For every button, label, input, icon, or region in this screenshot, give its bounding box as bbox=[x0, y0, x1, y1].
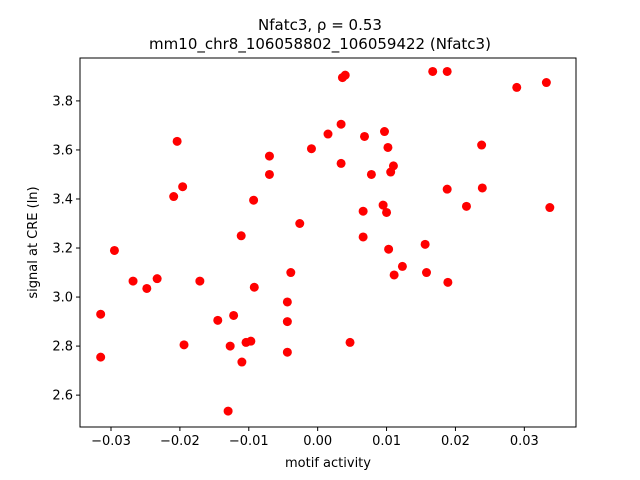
y-tick-label: 3.2 bbox=[52, 242, 73, 257]
data-point bbox=[388, 161, 398, 171]
data-point bbox=[286, 268, 296, 278]
data-point bbox=[477, 140, 487, 150]
data-point bbox=[152, 274, 162, 284]
data-point bbox=[282, 347, 292, 357]
data-point bbox=[420, 239, 430, 249]
data-point bbox=[358, 206, 368, 216]
y-tick-label: 3.0 bbox=[52, 291, 73, 306]
data-point bbox=[461, 201, 471, 211]
x-tick-label: 0.00 bbox=[303, 434, 332, 449]
data-point bbox=[382, 207, 392, 217]
y-axis-label: signal at CRE (ln) bbox=[26, 186, 41, 298]
data-point bbox=[282, 297, 292, 307]
data-point bbox=[225, 341, 235, 351]
points-layer bbox=[96, 66, 555, 416]
chart-title-line1: Nfatc3, ρ = 0.53 bbox=[258, 16, 382, 34]
data-point bbox=[477, 183, 487, 193]
x-axis-label: motif activity bbox=[285, 456, 371, 471]
data-point bbox=[383, 142, 393, 152]
data-point bbox=[213, 315, 223, 325]
data-point bbox=[264, 169, 274, 179]
data-point bbox=[422, 268, 432, 278]
data-point bbox=[340, 70, 350, 80]
data-point bbox=[264, 151, 274, 161]
y-tick-label: 2.6 bbox=[52, 389, 73, 404]
data-point bbox=[142, 283, 152, 293]
data-point bbox=[545, 203, 555, 213]
data-point bbox=[109, 245, 119, 255]
data-point bbox=[236, 231, 246, 241]
data-point bbox=[178, 182, 188, 192]
chart-title-line2: mm10_chr8_106058802_106059422 (Nfatc3) bbox=[149, 35, 491, 54]
y-tick-label: 3.8 bbox=[52, 94, 73, 109]
data-point bbox=[442, 66, 452, 76]
x-tick-label: 0.02 bbox=[441, 434, 470, 449]
data-point bbox=[223, 406, 233, 416]
data-point bbox=[378, 200, 388, 210]
data-point bbox=[249, 195, 259, 205]
data-point bbox=[179, 340, 189, 350]
x-tick-label: −0.01 bbox=[229, 434, 269, 449]
data-point bbox=[249, 282, 259, 292]
data-point bbox=[336, 119, 346, 129]
data-point bbox=[229, 310, 239, 320]
data-point bbox=[442, 184, 452, 194]
data-point bbox=[443, 277, 453, 287]
data-point bbox=[237, 357, 247, 367]
x-tick-label: 0.01 bbox=[372, 434, 401, 449]
y-tick-label: 2.8 bbox=[52, 340, 73, 355]
y-axis-ticks: 2.6 2.8 3.0 3.2 3.4 3.6 3.8 bbox=[52, 94, 80, 404]
data-point bbox=[282, 317, 292, 327]
data-point bbox=[128, 276, 138, 286]
data-point bbox=[336, 158, 346, 168]
x-tick-label: −0.03 bbox=[91, 434, 131, 449]
data-point bbox=[169, 192, 179, 202]
plot-area-frame bbox=[79, 57, 577, 428]
data-point bbox=[345, 337, 355, 347]
data-point bbox=[96, 309, 106, 319]
data-point bbox=[397, 261, 407, 271]
data-point bbox=[295, 218, 305, 228]
data-point bbox=[379, 127, 389, 137]
data-point bbox=[195, 276, 205, 286]
data-point bbox=[366, 169, 376, 179]
x-tick-label: 0.03 bbox=[510, 434, 539, 449]
data-point bbox=[172, 136, 182, 146]
data-point bbox=[541, 78, 551, 88]
x-tick-label: −0.02 bbox=[160, 434, 200, 449]
data-point bbox=[428, 66, 438, 76]
data-point bbox=[246, 336, 256, 346]
data-point bbox=[96, 352, 106, 362]
data-point bbox=[306, 144, 316, 154]
y-tick-label: 3.6 bbox=[52, 143, 73, 158]
data-point bbox=[323, 129, 333, 139]
data-point bbox=[358, 232, 368, 242]
data-point bbox=[384, 244, 394, 254]
data-point bbox=[360, 131, 370, 141]
y-tick-label: 3.4 bbox=[52, 192, 73, 207]
data-point bbox=[389, 270, 399, 280]
x-axis-ticks: −0.03 −0.02 −0.01 0.00 0.01 0.02 0.03 bbox=[91, 427, 539, 449]
data-point bbox=[512, 82, 522, 92]
